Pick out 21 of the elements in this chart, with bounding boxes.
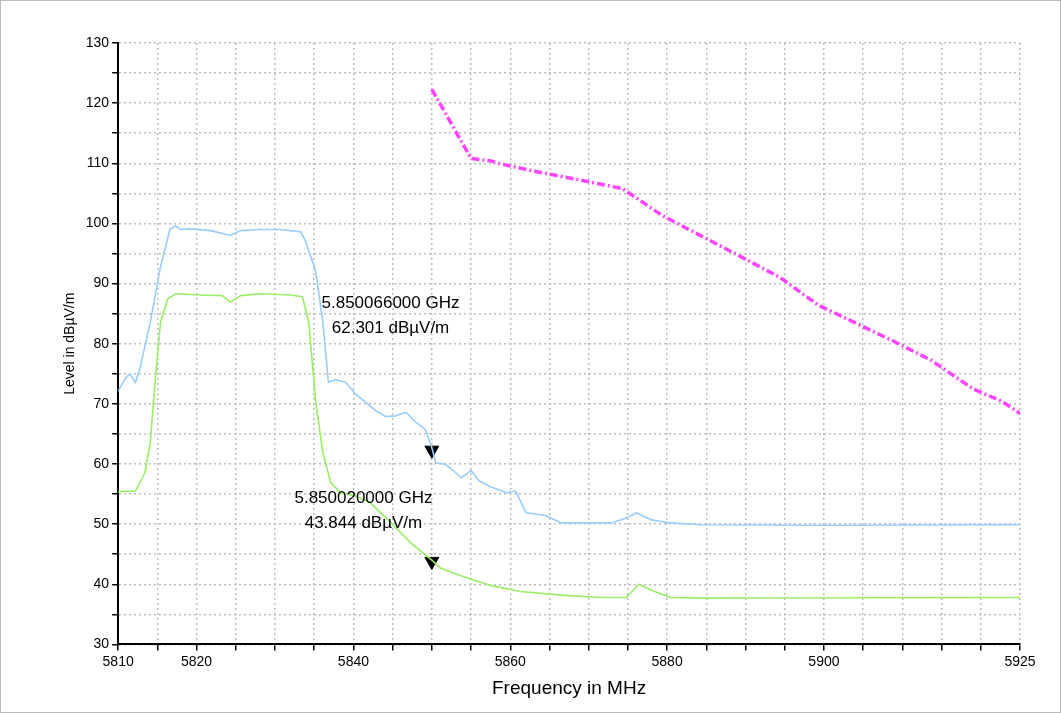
x-tick-label: 5840 (337, 652, 370, 669)
x-tick-label: 5880 (651, 652, 683, 669)
y-tick-label: 120 (85, 94, 110, 110)
y-tick-label: 60 (93, 454, 110, 471)
y-tick-label: 30 (93, 635, 110, 652)
x-axis-title: Frequency in MHz (491, 676, 647, 698)
y-tick-label: 130 (85, 33, 110, 50)
x-tick-label: 5860 (494, 652, 527, 669)
annotation: 5.850066000 GHz 62.301 dBµV/m (321, 293, 460, 338)
y-tick-label: 80 (93, 334, 110, 351)
y-tick-label: 110 (86, 154, 110, 171)
y-tick-label: 70 (93, 394, 110, 411)
x-tick-label: 5820 (181, 652, 213, 669)
y-tick-label: 100 (85, 214, 110, 231)
y-tick-label: 50 (93, 514, 110, 531)
x-tick-label: 5810 (102, 652, 134, 669)
y-tick-label: 90 (93, 274, 110, 291)
x-tick-label: 5925 (1004, 652, 1036, 669)
x-tick-label: 5900 (808, 652, 840, 669)
y-tick-label: 40 (93, 575, 110, 592)
y-axis-title: Level in dBµV/m (61, 292, 78, 395)
